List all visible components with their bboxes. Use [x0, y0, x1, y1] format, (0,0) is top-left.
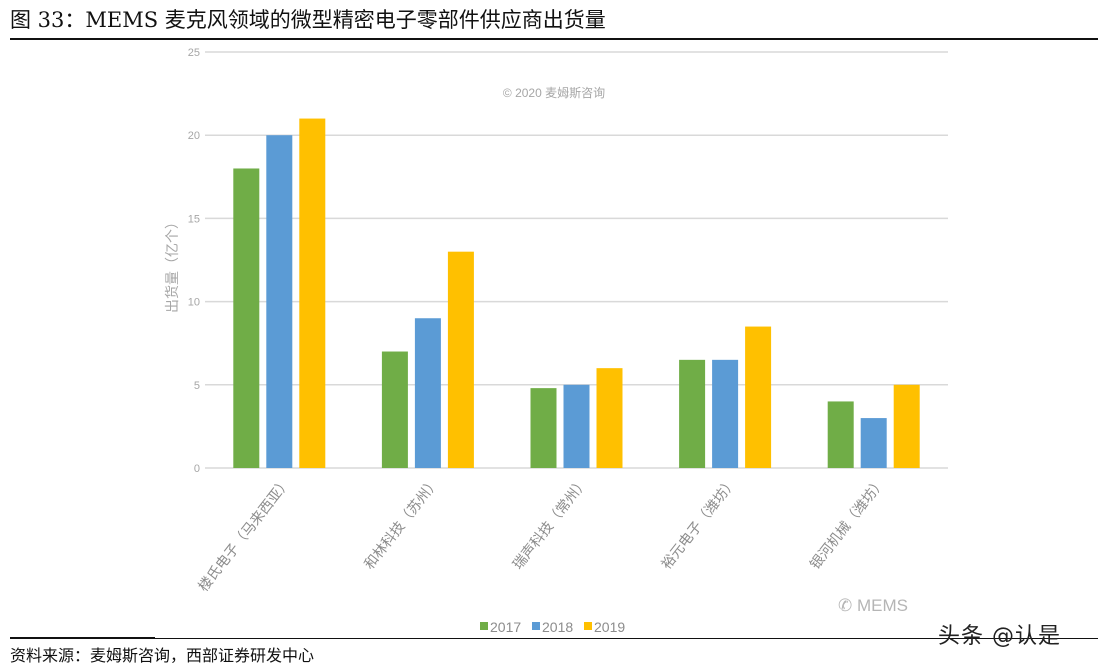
bar-2019 — [447, 251, 474, 468]
bar-2017 — [233, 168, 260, 469]
figure-title-text: MEMS 麦克风领域的微型精密电子零部件供应商出货量 — [85, 8, 606, 32]
bar-2019 — [299, 118, 326, 468]
legend-swatch-2017 — [480, 622, 488, 630]
bar-2017 — [530, 388, 557, 468]
x-tick-label: 银河机械（潍坊） — [807, 474, 889, 572]
bottom-rule — [10, 638, 1098, 639]
bar-2017 — [679, 359, 706, 468]
figure-title: 图 33：MEMS 麦克风领域的微型精密电子零部件供应商出货量 — [10, 4, 606, 34]
bar-series — [233, 118, 920, 469]
legend-label-2018: 2018 — [542, 619, 573, 635]
bar-2018 — [414, 318, 441, 468]
x-tick-label: 楼氏电子（马来西亚） — [195, 474, 294, 594]
wechat-watermark: ✆ MEMS — [838, 596, 908, 615]
bar-2019 — [745, 326, 772, 468]
legend: 2017 2018 2019 — [480, 619, 625, 635]
y-tick-label: 15 — [188, 213, 200, 225]
y-tick-label: 20 — [188, 130, 200, 142]
bar-chart: 0 5 10 15 20 25 出货量（亿个） © 2020 麦姆斯咨询 楼氏电子（马来西… — [164, 47, 948, 635]
bar-2017 — [381, 351, 408, 468]
legend-swatch-2019 — [584, 622, 592, 630]
top-rule — [10, 38, 1098, 40]
y-tick-label: 25 — [188, 47, 200, 59]
y-tick-label: 10 — [188, 297, 200, 309]
x-tick-label: 和林科技（苏州） — [361, 474, 443, 572]
x-tick-label: 瑞声科技（常州） — [509, 474, 591, 572]
bar-2019 — [893, 384, 920, 468]
legend-label-2017: 2017 — [490, 619, 521, 635]
x-axis-labels: 楼氏电子（马来西亚） 和林科技（苏州） 瑞声科技（常州） 裕元电子（潍坊） 银河机械（潍… — [195, 474, 888, 594]
gridlines — [205, 51, 948, 469]
bar-2018 — [712, 359, 739, 468]
figure-label: 图 33： — [10, 8, 86, 32]
source-note: 资料来源：麦姆斯咨询，西部证券研发中心 — [10, 646, 315, 665]
y-axis-label: 出货量（亿个） — [164, 215, 180, 313]
y-tick-label: 5 — [194, 380, 200, 392]
y-axis-ticks: 0 5 10 15 20 25 — [188, 47, 200, 475]
bar-2018 — [860, 418, 887, 468]
bar-2018 — [563, 384, 590, 468]
bar-2019 — [596, 368, 623, 468]
wechat-icon: ✆ — [838, 596, 857, 615]
bar-2017 — [827, 401, 854, 468]
y-tick-label: 0 — [194, 463, 200, 475]
legend-label-2019: 2019 — [594, 619, 625, 635]
x-tick-label: 裕元电子（潍坊） — [658, 474, 740, 572]
copyright-annotation: © 2020 麦姆斯咨询 — [503, 85, 605, 100]
legend-swatch-2018 — [532, 622, 540, 630]
bar-2018 — [266, 135, 293, 468]
platform-watermark: 头条 @认是 — [938, 624, 1061, 649]
